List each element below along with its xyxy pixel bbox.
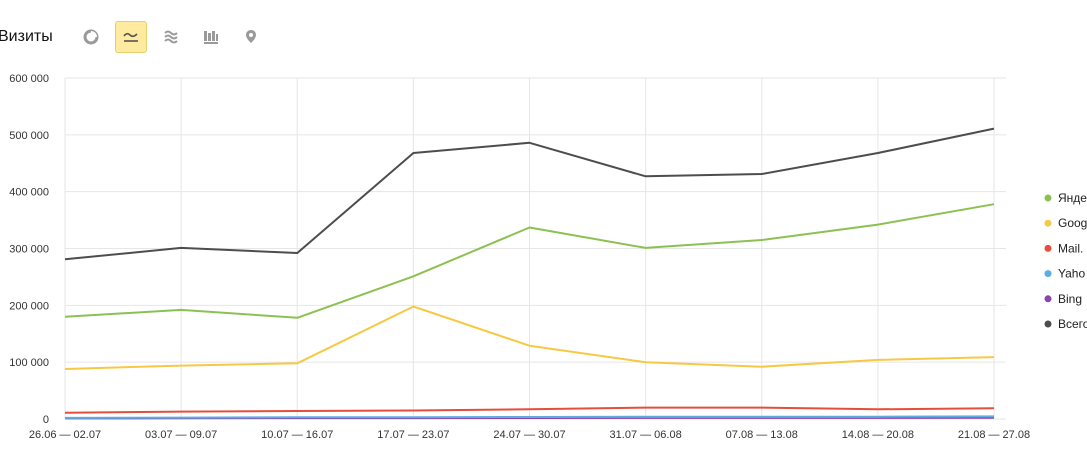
pie-chart-icon (83, 29, 99, 45)
y-tick-label: 0 (43, 414, 49, 426)
area-chart-icon (164, 30, 178, 44)
legend-label: Всего (1058, 317, 1087, 331)
legend-item[interactable]: Goog (1044, 216, 1087, 230)
chart-legend[interactable]: Янде Goog Mail. Yaho Bing Всего (1044, 191, 1087, 331)
map-pin-icon (245, 30, 256, 43)
x-tick-label: 31.07 — 06.08 (610, 429, 682, 441)
legend-item[interactable]: Yaho (1044, 267, 1086, 281)
chart-grid (64, 77, 1006, 420)
y-tick-label: 300 000 (9, 244, 49, 256)
x-tick-label: 17.07 — 23.07 (377, 429, 449, 441)
y-tick-label: 100 000 (9, 357, 49, 369)
legend-label: Bing (1058, 292, 1082, 306)
series-line[interactable] (64, 305, 995, 370)
chart-metric-title: Визиты (0, 28, 53, 45)
series-line[interactable] (64, 203, 995, 319)
chart-series (64, 127, 995, 420)
line-chart-icon (123, 32, 138, 42)
y-tick-label: 200 000 (9, 300, 49, 312)
series-line[interactable] (64, 406, 995, 414)
series-line[interactable] (64, 127, 995, 261)
y-tick-label: 600 000 (9, 73, 49, 85)
legend-marker (1044, 219, 1052, 227)
bar-chart-view-button[interactable] (195, 21, 227, 53)
line-chart-view-button[interactable] (114, 21, 147, 53)
pie-chart-view-button[interactable] (75, 21, 107, 53)
series-line[interactable] (64, 415, 995, 419)
legend-marker (1044, 194, 1052, 202)
x-tick-label: 24.07 — 30.07 (493, 429, 565, 441)
legend-label: Mail. (1058, 241, 1083, 255)
legend-marker (1044, 320, 1052, 328)
legend-item[interactable]: Всего (1044, 317, 1087, 331)
map-view-button[interactable] (235, 21, 267, 53)
x-tick-label: 26.06 — 02.07 (29, 429, 101, 441)
y-tick-label: 400 000 (9, 187, 49, 199)
x-tick-label: 21.08 — 27.08 (958, 429, 1030, 441)
area-chart-view-button[interactable] (155, 21, 187, 53)
x-tick-label: 03.07 — 09.07 (145, 429, 217, 441)
x-tick-label: 10.07 — 16.07 (261, 429, 333, 441)
x-tick-label: 07.08 — 13.08 (726, 429, 798, 441)
x-tick-label: 14.08 — 20.08 (842, 429, 914, 441)
y-tick-label: 500 000 (9, 130, 49, 142)
bar-chart-icon (203, 31, 218, 44)
legend-item[interactable]: Mail. (1044, 241, 1084, 255)
legend-label: Goog (1058, 216, 1087, 230)
legend-label: Yaho (1058, 267, 1085, 281)
legend-marker (1044, 270, 1052, 278)
legend-marker (1044, 244, 1052, 252)
chart-axes: 0 100 000 200 000 300 000 400 000 500 000 600 … (9, 73, 1030, 441)
legend-marker (1044, 295, 1052, 303)
legend-item[interactable]: Bing (1044, 292, 1083, 306)
legend-label: Янде (1058, 191, 1087, 205)
legend-item[interactable]: Янде (1044, 191, 1087, 205)
chart-toolbar: Визиты (0, 18, 275, 56)
